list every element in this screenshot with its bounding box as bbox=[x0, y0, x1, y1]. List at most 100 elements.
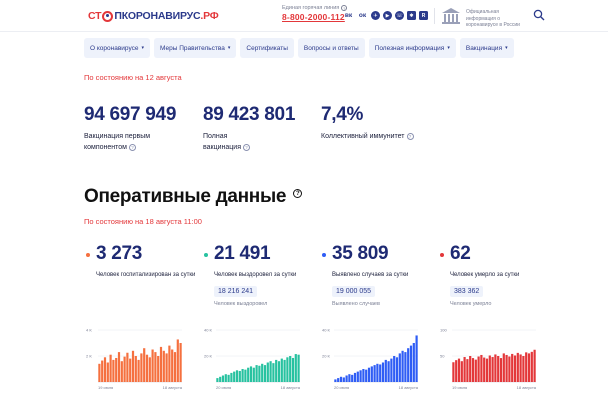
chart-bar[interactable] bbox=[171, 349, 174, 383]
nav-item-3[interactable]: Вопросы и ответы bbox=[297, 38, 365, 58]
chart-bar[interactable] bbox=[359, 370, 362, 382]
chart-bar[interactable] bbox=[395, 357, 399, 382]
youtube-icon[interactable]: ▶ bbox=[383, 11, 392, 20]
chart-bar[interactable] bbox=[455, 360, 458, 382]
chart-bar[interactable] bbox=[140, 353, 143, 382]
chart-bar[interactable] bbox=[297, 354, 300, 382]
chart-bar[interactable] bbox=[219, 376, 222, 382]
chart-bar[interactable] bbox=[353, 372, 357, 382]
chart-bar[interactable] bbox=[342, 377, 345, 382]
chart-bar[interactable] bbox=[334, 379, 337, 382]
chart-bar[interactable] bbox=[126, 352, 129, 382]
chart-bar[interactable] bbox=[131, 350, 135, 382]
government-emblem-icon[interactable] bbox=[440, 6, 462, 26]
chart-bar[interactable] bbox=[365, 369, 368, 382]
immunity-info-icon[interactable]: ? bbox=[406, 132, 414, 140]
chart-bar[interactable] bbox=[123, 356, 126, 382]
chart-bar[interactable] bbox=[249, 366, 253, 382]
chart-bar[interactable] bbox=[379, 364, 382, 382]
chart-bar[interactable] bbox=[159, 346, 163, 382]
chart-bar[interactable] bbox=[370, 366, 373, 382]
chart-bar[interactable] bbox=[469, 356, 472, 382]
chart-bar[interactable] bbox=[247, 367, 250, 382]
nav-item-0[interactable]: О коронавирусе ▾ bbox=[84, 38, 151, 58]
hotline-info-icon[interactable]: ? bbox=[341, 5, 348, 11]
chart-bar[interactable] bbox=[362, 369, 365, 382]
chart-bar[interactable] bbox=[294, 354, 297, 382]
chart-bar[interactable] bbox=[485, 358, 489, 382]
chart-bar[interactable] bbox=[348, 374, 351, 382]
chart-bar[interactable] bbox=[522, 356, 525, 382]
chart-bar[interactable] bbox=[176, 339, 179, 382]
chart-bar[interactable] bbox=[387, 361, 390, 382]
chart-bar[interactable] bbox=[109, 354, 112, 382]
chart-bar[interactable] bbox=[525, 352, 528, 382]
chart-bar[interactable] bbox=[134, 356, 137, 382]
operative-info-icon[interactable]: ? bbox=[293, 189, 303, 199]
chart-bar[interactable] bbox=[244, 369, 247, 382]
chart-bar[interactable] bbox=[106, 362, 109, 383]
chart-bar[interactable] bbox=[129, 358, 132, 382]
chart-bar[interactable] bbox=[235, 370, 239, 382]
chart-bar[interactable] bbox=[143, 348, 146, 382]
zen-icon[interactable]: ✱ bbox=[407, 11, 416, 20]
chart-bar[interactable] bbox=[356, 371, 359, 382]
chart-bar[interactable] bbox=[179, 343, 182, 382]
chart-bar[interactable] bbox=[145, 354, 149, 382]
hotline-number[interactable]: 8-800-2000-112 bbox=[282, 12, 345, 22]
chart-bar[interactable] bbox=[283, 359, 286, 382]
chart-bar[interactable] bbox=[488, 355, 491, 382]
full-vaccination-info-icon[interactable]: ? bbox=[242, 143, 250, 151]
chart-bar[interactable] bbox=[286, 357, 289, 382]
chart-bar[interactable] bbox=[117, 352, 121, 382]
chart-bar[interactable] bbox=[497, 356, 500, 382]
chart-bar[interactable] bbox=[115, 357, 118, 382]
chart-bar[interactable] bbox=[154, 352, 157, 382]
chart-bar[interactable] bbox=[519, 354, 522, 382]
chart-bar[interactable] bbox=[384, 359, 387, 382]
chart-bar[interactable] bbox=[390, 358, 393, 382]
chart-bar[interactable] bbox=[168, 345, 171, 382]
viber-icon[interactable]: ☏ bbox=[395, 11, 404, 20]
chart-bar[interactable] bbox=[258, 365, 261, 382]
chart-bar[interactable] bbox=[505, 354, 508, 382]
chart-bar[interactable] bbox=[238, 370, 241, 382]
chart-bar[interactable] bbox=[151, 349, 154, 383]
chart-bar[interactable] bbox=[173, 352, 177, 382]
chart-bar[interactable] bbox=[277, 361, 281, 382]
chart-bar[interactable] bbox=[466, 359, 469, 382]
chart-bar[interactable] bbox=[103, 357, 107, 382]
chart-bar[interactable] bbox=[415, 335, 418, 382]
chart-bar[interactable] bbox=[483, 357, 486, 382]
chart-bar[interactable] bbox=[393, 356, 396, 382]
chart-bar[interactable] bbox=[477, 356, 480, 382]
chart-bar[interactable] bbox=[221, 375, 225, 383]
chart-bar[interactable] bbox=[275, 359, 278, 382]
chart-bar[interactable] bbox=[266, 362, 269, 383]
chart-bar[interactable] bbox=[162, 350, 165, 382]
chart-bar[interactable] bbox=[530, 351, 533, 382]
chart-bar[interactable] bbox=[269, 361, 272, 382]
chart-bar[interactable] bbox=[373, 365, 376, 382]
chart-bar[interactable] bbox=[533, 349, 536, 382]
chart-bar[interactable] bbox=[516, 352, 519, 382]
chart-bar[interactable] bbox=[404, 352, 407, 382]
first-component-info-icon[interactable]: ? bbox=[129, 143, 136, 151]
chart-bar[interactable] bbox=[494, 354, 497, 382]
nav-item-5[interactable]: Вакцинация ▾ bbox=[459, 38, 514, 58]
chart-bar[interactable] bbox=[224, 374, 227, 382]
chart-bar[interactable] bbox=[98, 363, 101, 382]
chart-bar[interactable] bbox=[452, 362, 455, 382]
chart-bar[interactable] bbox=[381, 362, 385, 383]
chart-bar[interactable] bbox=[272, 363, 275, 382]
chart-bar[interactable] bbox=[241, 369, 244, 382]
chart-bar[interactable] bbox=[412, 343, 415, 382]
chart-bar[interactable] bbox=[148, 357, 151, 382]
chart-bar[interactable] bbox=[137, 359, 140, 382]
chart-bar[interactable] bbox=[409, 345, 413, 382]
nav-item-4[interactable]: Полезная информация ▾ bbox=[368, 38, 456, 58]
chart-bar[interactable] bbox=[280, 358, 283, 382]
chart-bar[interactable] bbox=[463, 357, 466, 382]
chart-bar[interactable] bbox=[502, 353, 505, 382]
chart-bar[interactable] bbox=[216, 378, 219, 382]
